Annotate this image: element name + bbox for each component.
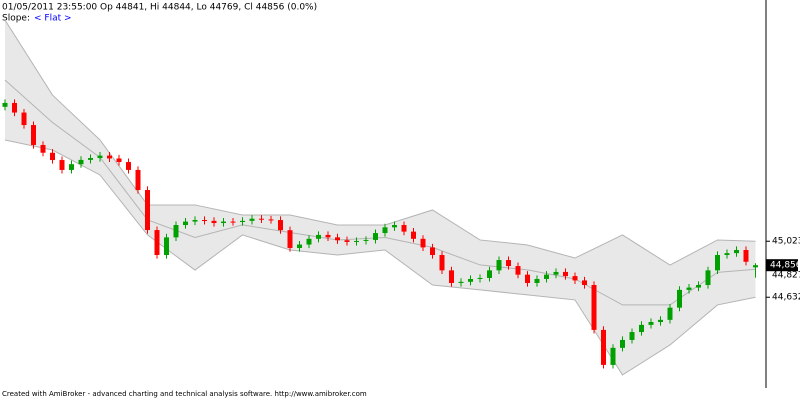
footer: Created with AmiBroker - advanced charti… — [2, 390, 367, 398]
candle-body — [686, 287, 692, 290]
candle-body — [658, 319, 663, 323]
candle-body — [164, 237, 169, 256]
candle-body — [287, 230, 293, 248]
candle-body — [734, 249, 739, 254]
last-close-label: 44,856 — [770, 261, 800, 271]
last-close-box — [766, 259, 798, 272]
candle-body — [183, 221, 188, 226]
candle-body — [591, 284, 597, 330]
candle-body — [40, 144, 46, 153]
candle-body — [724, 253, 730, 256]
candle-body — [620, 339, 625, 348]
candle-body — [743, 249, 749, 262]
candle-body — [211, 220, 217, 224]
candle-body — [544, 274, 549, 279]
candle-body — [145, 190, 150, 231]
candle-body — [677, 289, 682, 308]
candle-body — [192, 220, 198, 222]
candle-body — [496, 260, 502, 271]
candle-body — [392, 225, 397, 228]
candle-body — [382, 227, 388, 234]
candle-body — [21, 112, 27, 126]
candle-body — [69, 164, 74, 170]
candle-body — [601, 329, 606, 365]
candle-body — [696, 284, 701, 288]
candle-body — [610, 347, 616, 365]
candle-body — [534, 278, 540, 283]
candle-body — [563, 271, 568, 277]
candle-body — [468, 278, 473, 282]
candle-body — [325, 234, 331, 238]
candle-body — [506, 260, 511, 267]
candle-body — [107, 155, 112, 159]
candle-body — [259, 218, 264, 220]
candle-body — [97, 155, 103, 159]
candle-body — [639, 324, 644, 333]
candle-body — [439, 255, 445, 271]
y-tick-label: 44,827.8 — [772, 271, 800, 281]
candle-body — [126, 162, 131, 170]
candle-body — [411, 231, 416, 239]
candle-body — [705, 270, 711, 285]
candle-body — [78, 159, 84, 165]
candle-body — [268, 219, 274, 221]
candle-body — [629, 332, 635, 340]
band-lower — [4, 139, 756, 376]
candle-body — [715, 255, 720, 271]
candle-body — [525, 274, 530, 283]
candle-body — [154, 230, 160, 256]
candle-body — [401, 225, 407, 232]
candle-body — [582, 280, 587, 285]
candle-body — [59, 160, 65, 170]
candle-body — [316, 234, 321, 239]
candle-body — [12, 102, 17, 113]
candle-body — [354, 240, 359, 242]
slope-label: Slope: — [2, 14, 30, 24]
candle-body — [335, 237, 340, 241]
candle-body — [667, 307, 673, 320]
candle-body — [50, 152, 55, 161]
candle-body — [458, 281, 464, 283]
candle-body — [363, 239, 369, 241]
band-fill — [5, 20, 756, 375]
candle-body — [373, 233, 378, 240]
candle-body — [306, 238, 312, 245]
candle-body — [230, 221, 236, 223]
y-tick-label: 44,632.6 — [772, 293, 800, 303]
candle-body — [31, 125, 36, 145]
candle-body — [116, 158, 122, 163]
candle-body — [449, 270, 454, 283]
candle-body — [477, 277, 483, 279]
candle-body — [221, 221, 226, 224]
candle-body — [173, 225, 179, 238]
candle-body — [515, 266, 521, 275]
candle-body — [648, 322, 654, 325]
candle-body — [278, 220, 283, 231]
candle-body — [135, 169, 141, 191]
header-quote: 01/05/2011 23:55:00 Op 44841, Hi 44844, … — [2, 3, 317, 13]
band-middle — [4, 79, 756, 306]
candle-body — [572, 276, 578, 281]
y-tick-label: 45,023 — [772, 237, 800, 247]
candle-body — [753, 265, 758, 268]
candle-body — [297, 244, 302, 248]
candle-body — [88, 158, 93, 160]
slope-value: < Flat > — [34, 14, 72, 24]
candle-body — [420, 238, 426, 248]
candle-body — [2, 102, 8, 107]
candle-body — [430, 247, 435, 256]
candle-body — [249, 218, 255, 221]
candle-body — [553, 271, 559, 275]
candle-body — [344, 240, 350, 242]
candle-body — [202, 220, 207, 222]
candle-body — [240, 220, 245, 223]
candle-body — [487, 270, 492, 278]
